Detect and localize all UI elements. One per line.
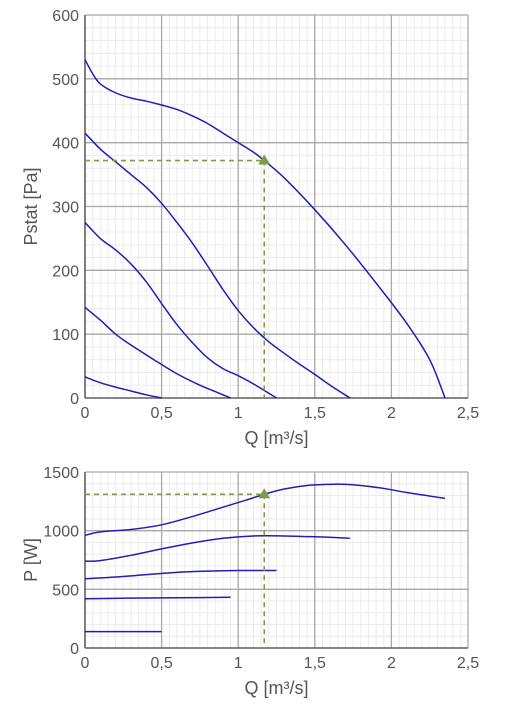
x-tick-label: 0 xyxy=(81,405,90,422)
series-4-curve xyxy=(84,132,351,399)
x-tick-label: 2,5 xyxy=(457,655,479,672)
y-tick-label: 100 xyxy=(52,327,79,344)
x-tick-label: 1 xyxy=(234,405,243,422)
y-axis-title: Pstat [Pa] xyxy=(21,167,41,245)
series-5-curve xyxy=(84,59,446,399)
x-tick-label: 0 xyxy=(81,655,90,672)
y-axis-title: P [W] xyxy=(21,538,41,582)
y-tick-label: 1500 xyxy=(43,465,79,482)
x-tick-label: 0,5 xyxy=(150,655,172,672)
y-tick-label: 1000 xyxy=(43,524,79,541)
y-tick-label: 500 xyxy=(52,582,79,599)
y-tick-label: 500 xyxy=(52,72,79,89)
x-tick-label: 2,5 xyxy=(457,405,479,422)
static-pressure-chart: 0 0,5 1 1,5 2 2,5 0 100 200 300 400 500 600 Q [m³/s] P… xyxy=(21,8,479,448)
y-tick-label: 600 xyxy=(52,8,79,25)
operating-point-marker xyxy=(258,488,271,499)
x-tick-label: 1,5 xyxy=(304,655,326,672)
x-tick-label: 2 xyxy=(387,655,396,672)
y-tick-label: 400 xyxy=(52,136,79,153)
x-tick-label: 0,5 xyxy=(150,405,172,422)
series-1-curve xyxy=(84,376,162,399)
x-tick-label: 1,5 xyxy=(304,405,326,422)
x-axis-title: Q [m³/s] xyxy=(245,428,309,448)
series-2-curve xyxy=(84,596,231,600)
y-tick-label: 300 xyxy=(52,200,79,217)
series-2-curve xyxy=(84,306,231,399)
series-4-curve xyxy=(84,534,351,562)
y-tick-label: 200 xyxy=(52,263,79,280)
series-5-curve xyxy=(84,483,446,537)
y-tick-label: 0 xyxy=(70,391,79,408)
x-axis-title: Q [m³/s] xyxy=(245,678,309,698)
x-tick-label: 2 xyxy=(387,405,396,422)
operating-point-marker xyxy=(258,154,271,165)
series-3-curve xyxy=(84,569,277,580)
y-tick-label: 0 xyxy=(70,641,79,658)
series-3-curve xyxy=(84,221,277,399)
x-tick-label: 1 xyxy=(234,655,243,672)
power-chart: 0 0,5 1 1,5 2 2,5 0 500 1000 1500 Q [m³/s] P [W] xyxy=(21,465,479,698)
